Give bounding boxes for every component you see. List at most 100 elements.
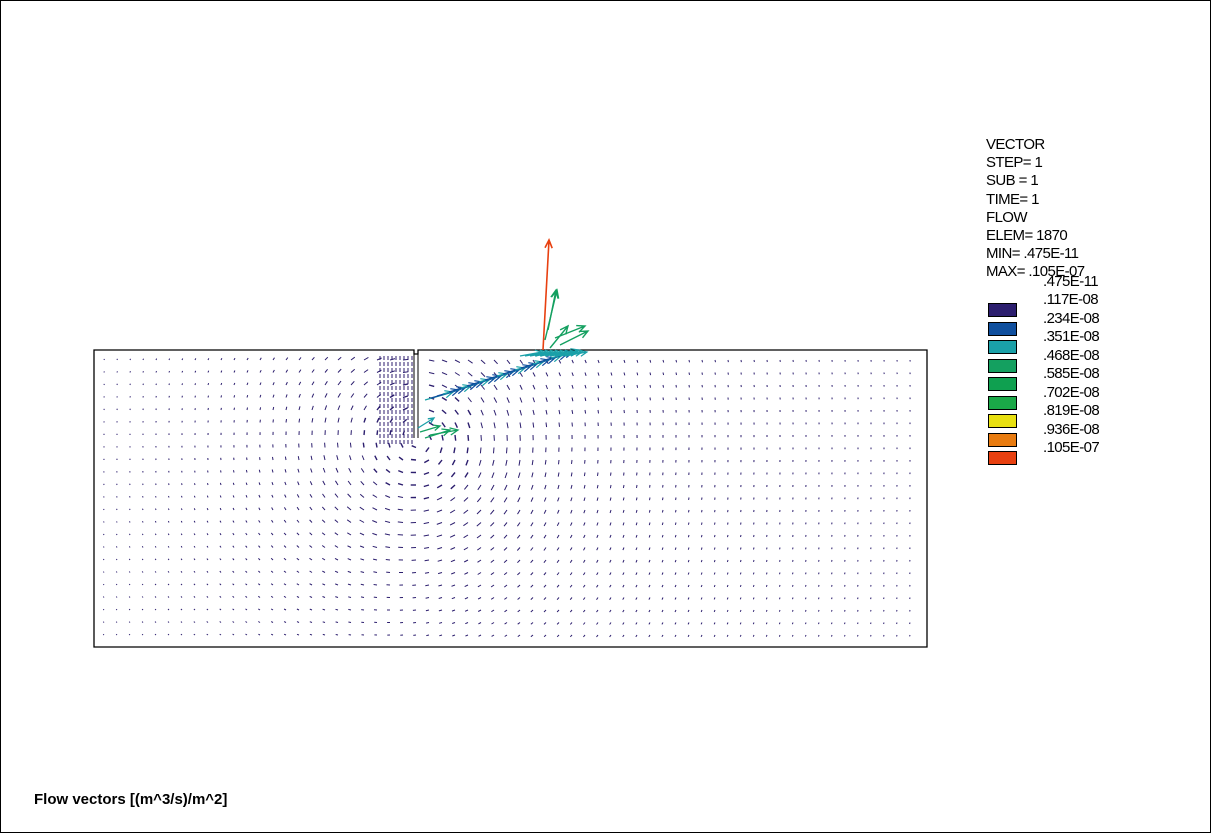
flow-vector (115, 608, 118, 611)
flow-vector (417, 417, 436, 429)
flow-vector (558, 459, 560, 465)
flow-vector (713, 559, 716, 563)
flow-vector (322, 467, 326, 473)
flow-vector (530, 534, 534, 539)
scale-row: .117E-08 (986, 291, 1099, 319)
flow-vector (622, 497, 625, 501)
legend-header-line: FLOW (986, 208, 1028, 226)
flow-vector (503, 559, 508, 563)
flow-vector (596, 597, 599, 600)
flow-vector (128, 633, 131, 636)
flow-vector (193, 608, 196, 611)
flow-vector (596, 572, 599, 576)
flow-vector (363, 356, 369, 361)
flow-vector (636, 359, 639, 363)
flow-vector (441, 434, 444, 441)
flow-vector (347, 583, 352, 586)
flow-vector (360, 596, 365, 598)
flow-vector (556, 572, 560, 576)
flow-vector (259, 357, 262, 361)
flow-vector (363, 417, 367, 423)
flow-vector (530, 509, 534, 515)
flow-vector (219, 608, 222, 611)
flow-vector (397, 482, 404, 486)
flow-vector (271, 507, 274, 511)
flow-vector (450, 472, 456, 478)
legend-header-line: ELEM= 1870 (986, 227, 1068, 245)
flow-vector (519, 409, 522, 416)
flow-vector (206, 570, 209, 573)
flow-vector (194, 483, 196, 486)
flow-vector (206, 608, 209, 611)
flow-vector (463, 559, 469, 563)
flow-vector (610, 384, 613, 389)
flow-vector (726, 609, 729, 612)
flow-vector (128, 596, 131, 598)
flow-vector (687, 572, 690, 575)
flow-vector (284, 456, 287, 461)
flow-vector (491, 472, 495, 479)
flow-vector (245, 495, 248, 498)
flow-vector (700, 634, 703, 638)
flow-vector (506, 397, 510, 403)
flow-vector (583, 472, 586, 477)
flow-vector (582, 597, 586, 600)
flow-vector (504, 597, 508, 600)
flow-vector (559, 349, 584, 357)
flow-vector (334, 545, 339, 548)
flow-vector (532, 397, 535, 403)
legend-header-line: SUB = 1 (986, 172, 1039, 190)
scale-row: .585E-08 (986, 365, 1100, 393)
flow-vector (336, 455, 339, 461)
flow-vector (207, 395, 209, 398)
flow-vector (400, 442, 404, 448)
flow-vector (180, 633, 183, 636)
flow-vector (283, 507, 287, 511)
flow-vector (674, 534, 677, 538)
flow-vector (180, 533, 183, 536)
flow-vector (480, 422, 483, 429)
flow-vector (270, 583, 274, 586)
flow-vector (635, 509, 638, 513)
flow-vector (270, 595, 274, 598)
flow-vector (232, 495, 235, 498)
flow-vector (477, 484, 482, 491)
flow-vector (441, 396, 448, 401)
flow-vector (346, 519, 352, 523)
flow-vector (311, 356, 315, 361)
flow-vector (168, 495, 170, 498)
flow-vector (337, 393, 341, 398)
flow-vector (167, 571, 170, 573)
flow-vector (167, 608, 170, 611)
flow-vector (360, 571, 365, 573)
flow-vector (558, 384, 561, 389)
flow-vector (635, 522, 638, 526)
flow-vector (476, 534, 482, 539)
flow-vector (423, 496, 430, 500)
flow-vector (116, 533, 118, 536)
flow-vector (245, 583, 248, 586)
flow-vector (530, 572, 534, 576)
flow-vector (450, 547, 456, 550)
flow-vector (532, 384, 536, 390)
flow-vector (467, 372, 473, 377)
flow-vector (309, 595, 313, 598)
flow-vector (530, 622, 534, 625)
flow-vector (193, 583, 196, 586)
flow-vector (661, 634, 664, 638)
flow-vector (597, 372, 600, 376)
flow-vector (452, 634, 456, 637)
flow-vector (437, 459, 443, 465)
flow-vector (778, 622, 781, 625)
flow-vector (635, 622, 638, 625)
flow-vector (454, 396, 460, 402)
flow-vector (102, 558, 105, 561)
flow-vector (622, 547, 625, 551)
flow-vector (298, 381, 302, 386)
flow-vector (454, 372, 460, 376)
scale-value: .105E-07 (1043, 439, 1100, 457)
flow-vector (610, 397, 613, 401)
flow-vector (334, 570, 339, 573)
flow-vector (389, 394, 395, 399)
flow-vector (372, 545, 378, 548)
